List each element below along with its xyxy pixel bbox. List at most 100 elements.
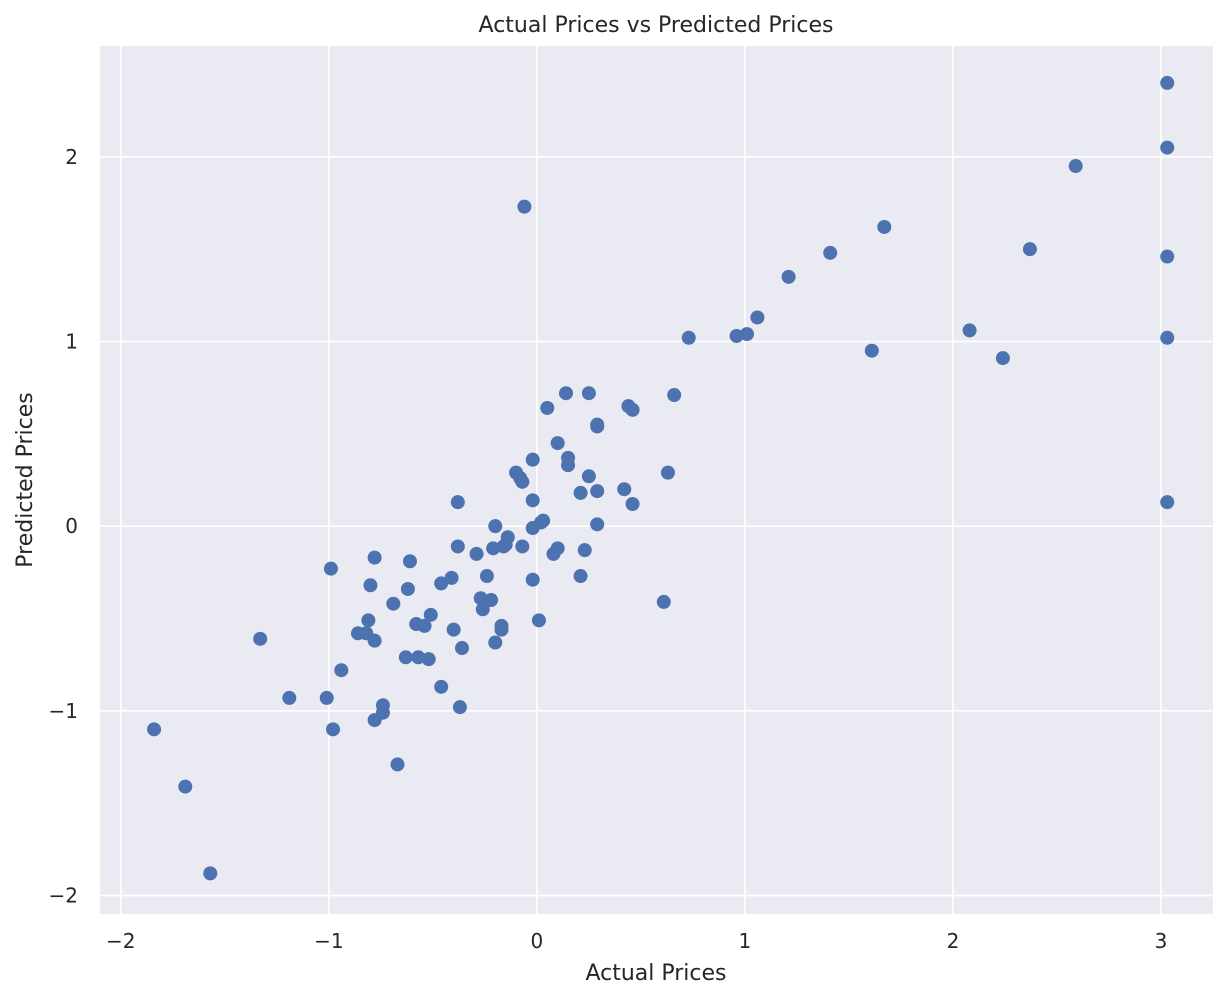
- scatter-point: [473, 591, 488, 606]
- scatter-point: [667, 388, 682, 403]
- scatter-point: [1160, 330, 1175, 345]
- scatter-point: [515, 474, 530, 489]
- scatter-point: [367, 550, 382, 565]
- x-tick-label: −1: [314, 929, 343, 953]
- scatter-point: [423, 607, 438, 622]
- scatter-point: [517, 199, 532, 214]
- y-tick-label: 1: [65, 329, 78, 353]
- scatter-point: [995, 351, 1010, 366]
- scatter-point: [479, 569, 494, 584]
- scatter-point: [452, 700, 467, 715]
- vertical-gridlines: [120, 46, 1162, 914]
- scatter-point: [147, 722, 162, 737]
- scatter-point: [367, 713, 382, 728]
- scatter-point: [515, 539, 530, 554]
- scatter-point: [454, 641, 469, 656]
- scatter-point: [573, 485, 588, 500]
- scatter-point: [1160, 140, 1175, 155]
- scatter-point: [446, 622, 461, 637]
- scatter-point: [361, 613, 376, 628]
- scatter-point: [434, 576, 449, 591]
- horizontal-gridlines: [100, 156, 1213, 897]
- chart-title: Actual Prices vs Predicted Prices: [479, 13, 834, 38]
- scatter-point: [561, 458, 576, 473]
- plot-area: [100, 46, 1213, 914]
- scatter-point: [386, 596, 401, 611]
- scatter-point: [546, 546, 561, 561]
- scatter-point: [1160, 75, 1175, 90]
- scatter-point: [1022, 242, 1037, 257]
- scatter-point: [334, 663, 349, 678]
- scatter-point: [681, 330, 696, 345]
- scatter-point: [319, 690, 334, 705]
- scatter-point: [398, 650, 413, 665]
- scatter-point: [525, 572, 540, 587]
- scatter-point: [488, 519, 503, 534]
- scatter-point: [581, 386, 596, 401]
- scatter-point: [581, 469, 596, 484]
- scatter-point: [660, 465, 675, 480]
- scatter-point: [739, 327, 754, 342]
- x-tick-label: 3: [1155, 929, 1168, 953]
- scatter-point: [326, 722, 341, 737]
- scatter-point: [625, 402, 640, 417]
- y-tick-labels: −2 −1 0 1 2: [49, 145, 78, 908]
- x-tick-label: 0: [531, 929, 544, 953]
- x-tick-label: −2: [106, 929, 135, 953]
- scatter-point: [484, 593, 499, 608]
- scatter-point: [494, 622, 509, 637]
- scatter-point: [577, 543, 592, 558]
- scatter-point: [469, 546, 484, 561]
- scatter-point: [525, 521, 540, 536]
- scatter-point: [450, 539, 465, 554]
- x-tick-label: 1: [739, 929, 752, 953]
- scatter-point: [617, 482, 632, 497]
- scatter-point: [750, 310, 765, 325]
- scatter-point: [590, 517, 605, 532]
- scatter-point: [877, 219, 892, 234]
- scatter-point: [417, 618, 432, 633]
- scatter-point: [411, 650, 426, 665]
- scatter-point: [486, 541, 501, 556]
- scatter-point: [1160, 495, 1175, 510]
- scatter-point: [781, 269, 796, 284]
- scatter-point: [1160, 249, 1175, 264]
- scatter-point: [573, 569, 588, 584]
- scatter-point: [367, 633, 382, 648]
- y-tick-label: 0: [65, 514, 78, 538]
- scatter-point: [540, 400, 555, 415]
- scatter-point: [823, 245, 838, 260]
- scatter-point: [1068, 159, 1083, 174]
- x-axis-label: Actual Prices: [585, 961, 726, 986]
- scatter-point: [421, 652, 436, 667]
- y-tick-label: −1: [49, 699, 78, 723]
- scatter-point: [434, 679, 449, 694]
- scatter-point: [390, 757, 405, 772]
- scatter-point: [178, 779, 193, 794]
- x-tick-label: 2: [947, 929, 960, 953]
- scatter-point: [962, 323, 977, 338]
- y-tick-label: 2: [65, 145, 78, 169]
- scatter-point: [496, 539, 511, 554]
- y-tick-label: −2: [49, 884, 78, 908]
- scatter-point: [864, 343, 879, 358]
- scatter-point: [656, 594, 671, 609]
- scatter-point: [531, 613, 546, 628]
- scatter-point: [450, 495, 465, 510]
- scatter-point: [444, 570, 459, 585]
- x-tick-labels: −2 −1 0 1 2 3: [106, 929, 1167, 953]
- scatter-point: [363, 578, 378, 593]
- y-axis-label: Predicted Prices: [13, 392, 38, 567]
- scatter-point: [475, 602, 490, 617]
- scatter-point: [525, 493, 540, 508]
- scatter-point: [203, 866, 218, 881]
- scatter-point: [282, 690, 297, 705]
- scatter-point: [559, 386, 574, 401]
- scatter-point: [323, 561, 338, 576]
- scatter-point: [590, 419, 605, 434]
- scatter-point: [400, 581, 415, 596]
- scatter-points: [147, 75, 1175, 881]
- scatter-point: [625, 497, 640, 512]
- scatter-point: [729, 328, 744, 343]
